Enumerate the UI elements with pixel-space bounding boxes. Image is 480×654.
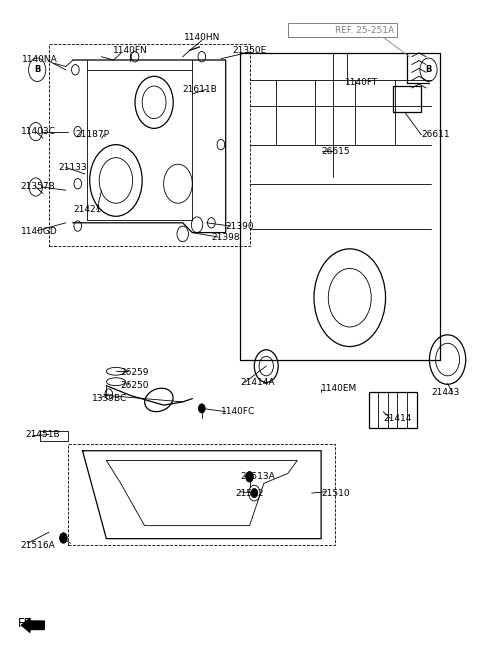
Text: 1140HN: 1140HN xyxy=(184,33,220,42)
Text: 21510: 21510 xyxy=(321,489,350,498)
Text: 21516A: 21516A xyxy=(21,541,55,549)
Text: 26250: 26250 xyxy=(120,381,149,390)
Text: 21611B: 21611B xyxy=(183,85,217,94)
Text: 21187P: 21187P xyxy=(75,130,109,139)
Text: 21414: 21414 xyxy=(383,414,411,422)
Text: 1339BC: 1339BC xyxy=(92,394,127,403)
Bar xyxy=(393,86,421,112)
Text: 11403C: 11403C xyxy=(21,127,55,136)
Bar xyxy=(49,44,250,246)
Text: 26615: 26615 xyxy=(321,146,350,156)
Text: 21357B: 21357B xyxy=(21,182,55,192)
Text: 1140GD: 1140GD xyxy=(21,228,57,237)
Text: 21443: 21443 xyxy=(431,388,459,396)
Text: 21512: 21512 xyxy=(235,489,264,498)
Circle shape xyxy=(60,533,67,543)
Text: 21414A: 21414A xyxy=(240,378,275,387)
Text: 1140EM: 1140EM xyxy=(321,385,358,393)
Text: FR.: FR. xyxy=(18,617,36,630)
Text: 21421: 21421 xyxy=(73,205,101,215)
Text: 21513A: 21513A xyxy=(240,472,275,481)
Text: REF. 25-251A: REF. 25-251A xyxy=(335,26,394,35)
Text: 1140FT: 1140FT xyxy=(345,78,378,87)
Bar xyxy=(288,23,397,37)
Text: 26611: 26611 xyxy=(421,130,450,139)
Text: 21133: 21133 xyxy=(59,163,87,172)
Text: B: B xyxy=(34,65,40,75)
Text: 21398: 21398 xyxy=(211,233,240,242)
Circle shape xyxy=(251,489,258,498)
Circle shape xyxy=(246,472,253,482)
Text: 1140FN: 1140FN xyxy=(113,46,148,55)
Text: 1140NA: 1140NA xyxy=(22,56,58,65)
Text: 1140FC: 1140FC xyxy=(221,407,255,416)
Bar xyxy=(369,392,417,428)
Text: 21350E: 21350E xyxy=(232,46,267,55)
Text: B: B xyxy=(425,65,432,75)
Circle shape xyxy=(199,404,205,413)
Text: 21390: 21390 xyxy=(226,222,254,231)
Text: 21451B: 21451B xyxy=(25,430,60,439)
FancyArrow shape xyxy=(22,618,44,632)
Bar xyxy=(68,444,336,545)
Text: 26259: 26259 xyxy=(120,368,149,377)
